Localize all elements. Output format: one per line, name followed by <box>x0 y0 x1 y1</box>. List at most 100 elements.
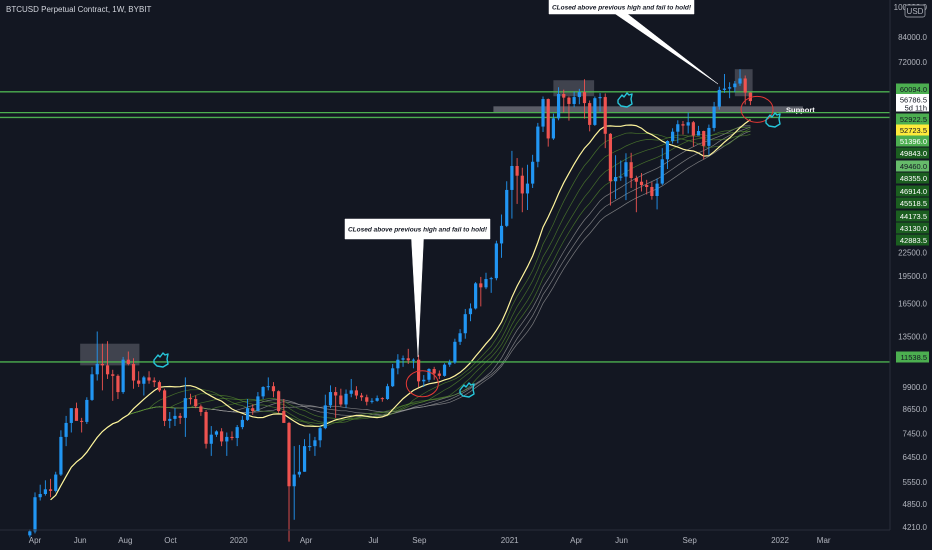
price-axis[interactable]: 100000.084000.072000.060000.022500.01950… <box>894 3 928 532</box>
candle-66[interactable] <box>370 398 374 404</box>
candle-57[interactable] <box>323 394 327 430</box>
candle-94[interactable] <box>515 158 519 204</box>
candle-118[interactable] <box>639 172 644 192</box>
candle-79[interactable] <box>437 370 441 379</box>
candle-117[interactable] <box>634 175 638 213</box>
candle-67[interactable] <box>375 395 379 402</box>
candle-122[interactable] <box>660 148 664 186</box>
candle-1[interactable] <box>33 492 37 534</box>
candle-47[interactable] <box>271 382 276 398</box>
candle-7[interactable] <box>64 415 68 447</box>
candle-126[interactable] <box>681 120 685 135</box>
candle-106[interactable] <box>577 88 581 105</box>
candle-63[interactable] <box>354 386 359 400</box>
candle-62[interactable] <box>349 378 353 398</box>
candle-21[interactable] <box>137 371 141 388</box>
candle-101[interactable] <box>551 113 555 140</box>
candle-22[interactable] <box>142 375 146 396</box>
candle-26[interactable] <box>162 388 167 427</box>
candle-56[interactable] <box>318 426 322 448</box>
candle-39[interactable] <box>230 431 234 441</box>
candle-72[interactable] <box>401 355 405 367</box>
candle-90[interactable] <box>494 240 498 281</box>
candle-85[interactable] <box>468 303 473 322</box>
candle-52[interactable] <box>297 444 301 478</box>
candle-32[interactable] <box>194 395 198 409</box>
candle-81[interactable] <box>448 359 452 367</box>
candle-12[interactable] <box>90 366 94 401</box>
currency-label-box[interactable]: USD <box>904 4 926 18</box>
annotation-callout-1[interactable]: CLosed above previous high and fail to h… <box>344 218 491 358</box>
candle-74[interactable] <box>411 358 416 369</box>
candle-27[interactable] <box>168 411 172 429</box>
candle-15[interactable] <box>105 341 110 379</box>
candle-36[interactable] <box>214 430 219 437</box>
candle-73[interactable] <box>406 348 410 364</box>
candle-58[interactable] <box>328 385 333 409</box>
time-axis[interactable]: Apr Jun Aug Oct 2020 Apr Jul Sep 2021 Apr Jun Sep 20… <box>29 536 831 545</box>
candle-88[interactable] <box>484 272 488 290</box>
candle-111[interactable] <box>603 93 607 149</box>
candle-129[interactable] <box>696 125 701 136</box>
candle-131[interactable] <box>707 124 711 156</box>
candle-138[interactable] <box>743 75 747 105</box>
candle-28[interactable] <box>173 408 177 427</box>
candle-113[interactable] <box>613 155 618 200</box>
candle-41[interactable] <box>240 415 244 430</box>
candle-135[interactable] <box>728 82 732 99</box>
candle-45[interactable] <box>261 386 265 400</box>
candle-37[interactable] <box>220 428 224 447</box>
candle-132[interactable] <box>712 101 716 132</box>
candle-125[interactable] <box>676 120 680 144</box>
candle-97[interactable] <box>531 154 535 188</box>
candle-119[interactable] <box>645 179 649 195</box>
candle-100[interactable] <box>546 98 550 147</box>
candle-23[interactable] <box>147 371 151 384</box>
candle-61[interactable] <box>344 389 348 409</box>
candle-20[interactable] <box>131 358 136 389</box>
candle-31[interactable] <box>188 393 193 405</box>
candle-134[interactable] <box>722 74 727 93</box>
candle-6[interactable] <box>59 430 63 476</box>
candle-40[interactable] <box>235 425 239 447</box>
candle-38[interactable] <box>225 432 229 456</box>
candle-95[interactable] <box>520 167 524 213</box>
candle-3[interactable] <box>43 480 47 496</box>
candle-5[interactable] <box>54 471 58 493</box>
candle-82[interactable] <box>453 338 457 364</box>
candle-0[interactable] <box>28 529 32 538</box>
candle-109[interactable] <box>593 96 597 126</box>
candle-104[interactable] <box>567 96 571 121</box>
candle-30[interactable] <box>183 377 187 437</box>
candle-123[interactable] <box>665 140 670 170</box>
candle-49[interactable] <box>282 399 286 423</box>
candle-76[interactable] <box>422 375 426 388</box>
candle-24[interactable] <box>152 377 156 388</box>
candle-34[interactable] <box>204 410 208 449</box>
candle-130[interactable] <box>702 130 706 160</box>
candle-43[interactable] <box>251 404 255 415</box>
candle-96[interactable] <box>525 164 530 210</box>
candle-121[interactable] <box>655 178 659 210</box>
candle-18[interactable] <box>121 356 125 394</box>
candle-91[interactable] <box>499 214 504 258</box>
candle-87[interactable] <box>479 276 483 307</box>
candle-65[interactable] <box>365 394 369 406</box>
candle-137[interactable] <box>738 69 742 86</box>
candle-78[interactable] <box>432 366 436 380</box>
candle-50[interactable] <box>287 421 291 542</box>
candle-4[interactable] <box>48 478 53 498</box>
candle-44[interactable] <box>256 392 260 412</box>
candle-10[interactable] <box>80 417 84 433</box>
candle-8[interactable] <box>69 408 73 433</box>
candle-105[interactable] <box>572 91 576 108</box>
candle-64[interactable] <box>359 392 364 401</box>
candle-92[interactable] <box>505 181 509 228</box>
candle-128[interactable] <box>691 120 695 147</box>
candle-80[interactable] <box>442 363 447 377</box>
candle-86[interactable] <box>474 282 478 310</box>
candle-93[interactable] <box>510 150 514 219</box>
candle-9[interactable] <box>74 402 79 421</box>
candle-51[interactable] <box>292 446 296 520</box>
